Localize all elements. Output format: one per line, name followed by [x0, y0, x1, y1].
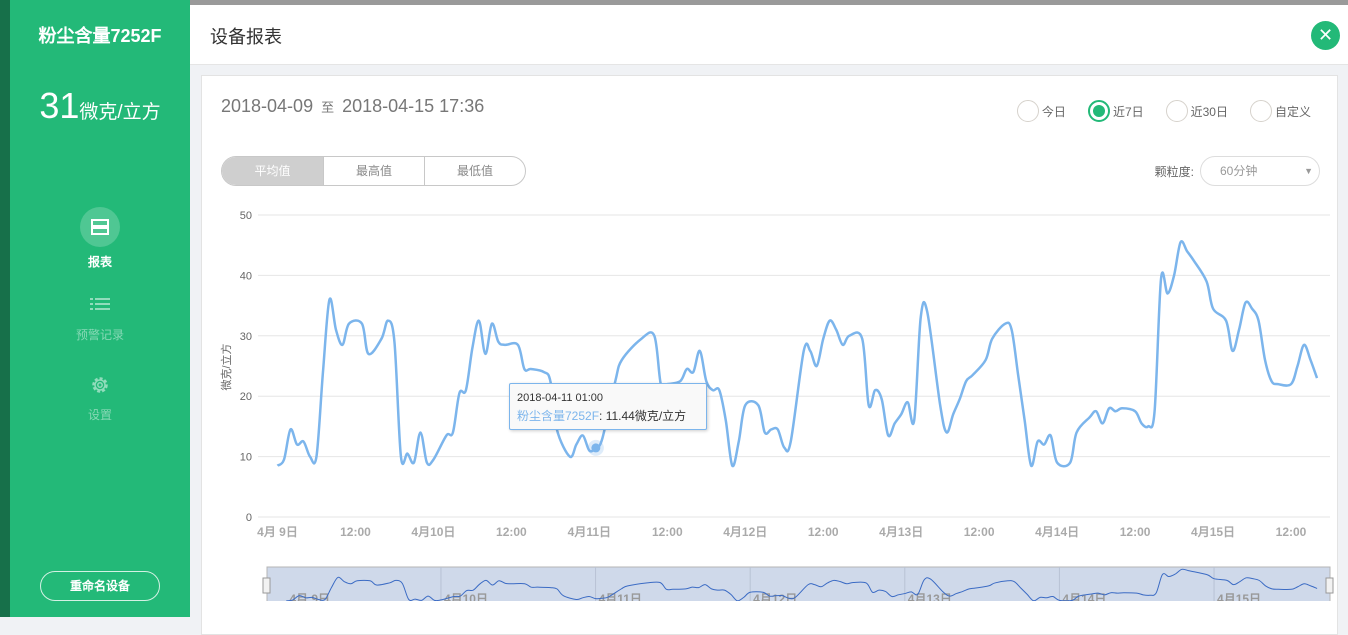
range-separator: 至 [321, 100, 335, 115]
radio-today[interactable]: 今日 [1016, 100, 1066, 122]
granularity-select[interactable]: 60分钟 ▼ [1200, 156, 1320, 186]
sidebar-item-settings[interactable]: 设置 [10, 370, 190, 423]
sidebar-item-label: 设置 [87, 408, 112, 422]
sidebar-item-label: 预警记录 [75, 328, 124, 342]
granularity: 颗粒度: 60分钟 ▼ [1155, 156, 1320, 186]
granularity-label: 颗粒度: [1154, 164, 1194, 179]
sidebar-item-report[interactable]: 报表 [10, 207, 190, 270]
sidebar: 粉尘含量7252F 31微克/立方 报表 预警记录 设置 重命名设备 [10, 0, 190, 617]
date-range: 2018-04-09 至 2018-04-15 17:36 [221, 96, 484, 117]
current-value: 31微克/立方 [10, 85, 190, 127]
radio-30days[interactable]: 近30日 [1165, 100, 1228, 122]
value-unit: 微克/立方 [79, 102, 161, 123]
tooltip: 2018-04-11 01:00 粉尘含量7252F: 11.44微克/立方 [509, 383, 707, 430]
range-radio-group: 今日 近7日 近30日 自定义 [995, 100, 1311, 122]
radio-label: 近30日 [1190, 104, 1228, 119]
radio-circle[interactable] [1249, 100, 1272, 122]
list-icon [80, 290, 120, 320]
tooltip-time: 2018-04-11 01:00 [517, 392, 604, 404]
radio-circle[interactable] [1016, 100, 1039, 122]
mode-average-button[interactable]: 平均值 [222, 157, 323, 185]
end-date: 2018-04-15 17:36 [342, 96, 485, 116]
start-date: 2018-04-09 [221, 96, 314, 116]
radio-label: 今日 [1041, 104, 1066, 119]
close-icon: ✕ [1317, 25, 1334, 45]
radio-label: 自定义 [1274, 104, 1311, 119]
radio-custom[interactable]: 自定义 [1249, 100, 1311, 122]
tooltip-value: 11.44微克/立方 [605, 409, 687, 423]
value-number: 31 [39, 85, 80, 126]
mode-max-button[interactable]: 最高值 [323, 157, 424, 185]
gear-icon [80, 370, 120, 400]
background-strip [0, 0, 10, 617]
mode-min-button[interactable]: 最低值 [424, 157, 525, 185]
report-icon [80, 207, 120, 247]
report-card: 2018-04-09 至 2018-04-15 17:36 今日 近7日 近30日 … [201, 75, 1338, 635]
radio-7days[interactable]: 近7日 [1087, 100, 1144, 122]
granularity-value: 60分钟 [1220, 164, 1258, 178]
top-bar [190, 0, 1348, 5]
close-button[interactable]: ✕ [1311, 21, 1340, 50]
device-name: 粉尘含量7252F [38, 26, 162, 46]
header: 设备报表 ✕ [190, 5, 1348, 65]
sidebar-item-label: 报表 [87, 255, 112, 269]
radio-circle[interactable] [1087, 100, 1110, 122]
radio-circle[interactable] [1165, 100, 1188, 122]
page-title: 设备报表 [210, 27, 282, 47]
rename-device-button[interactable]: 重命名设备 [40, 571, 160, 601]
chevron-down-icon: ▼ [1304, 166, 1313, 176]
mode-segmented-control: 平均值 最高值 最低值 [221, 156, 526, 186]
sidebar-item-alerts[interactable]: 预警记录 [10, 290, 190, 343]
tooltip-series: 粉尘含量7252F [517, 409, 600, 423]
radio-label: 近7日 [1112, 104, 1144, 119]
